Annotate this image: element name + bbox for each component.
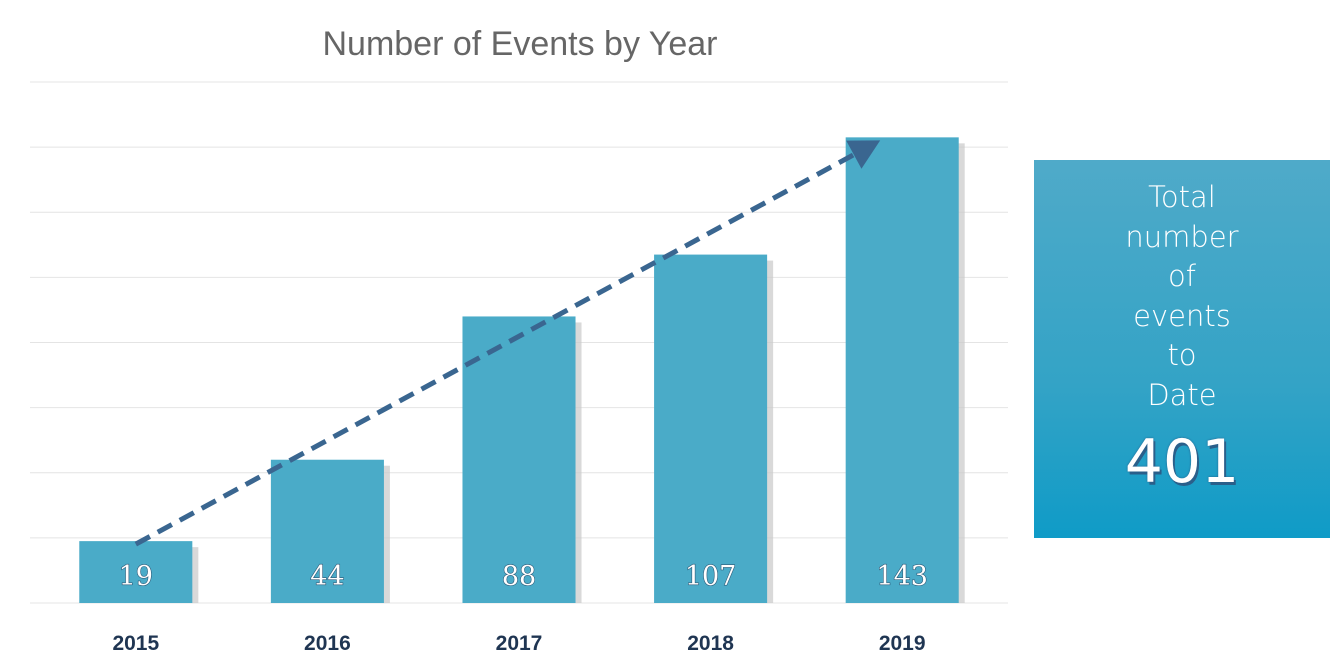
label-line: to: [1167, 338, 1197, 372]
bar-2015: [79, 541, 193, 603]
data-label: 44: [310, 561, 344, 592]
data-label: 107: [685, 561, 737, 592]
label-line: Total: [1148, 180, 1216, 214]
bar-chart: Number of Events by Year 19 44 88 107 143 20…: [30, 25, 1008, 655]
chart-title: Number of Events by Year: [322, 25, 717, 63]
label-line: Date: [1147, 377, 1217, 412]
total-events-panel: Total number of events to Date 401: [1034, 160, 1330, 538]
chart-svg: Number of Events by Year 19 44 88 107 143 20…: [30, 25, 1008, 655]
total-events-label: Total number of events to Date: [1034, 178, 1330, 415]
data-label: 19: [119, 561, 153, 592]
data-label: 88: [502, 561, 536, 592]
x-tick-label: 2016: [304, 632, 351, 655]
x-tick-label: 2019: [879, 632, 926, 655]
bar-2017: [462, 316, 576, 603]
data-label: 143: [876, 561, 928, 592]
x-tick-label: 2015: [112, 632, 159, 655]
trend-arrow-line: [134, 152, 856, 547]
label-line: events: [1133, 298, 1231, 333]
x-tick-label: 2017: [496, 632, 543, 655]
bar-2018: [654, 254, 768, 604]
x-tick-label: 2018: [687, 632, 734, 655]
total-events-value: 401: [1124, 427, 1240, 497]
bar-2016: [270, 459, 384, 603]
label-line: of: [1168, 259, 1196, 293]
trend-arrow-head: [846, 140, 881, 169]
label-line: number: [1125, 219, 1239, 254]
bar-2019: [845, 137, 959, 603]
